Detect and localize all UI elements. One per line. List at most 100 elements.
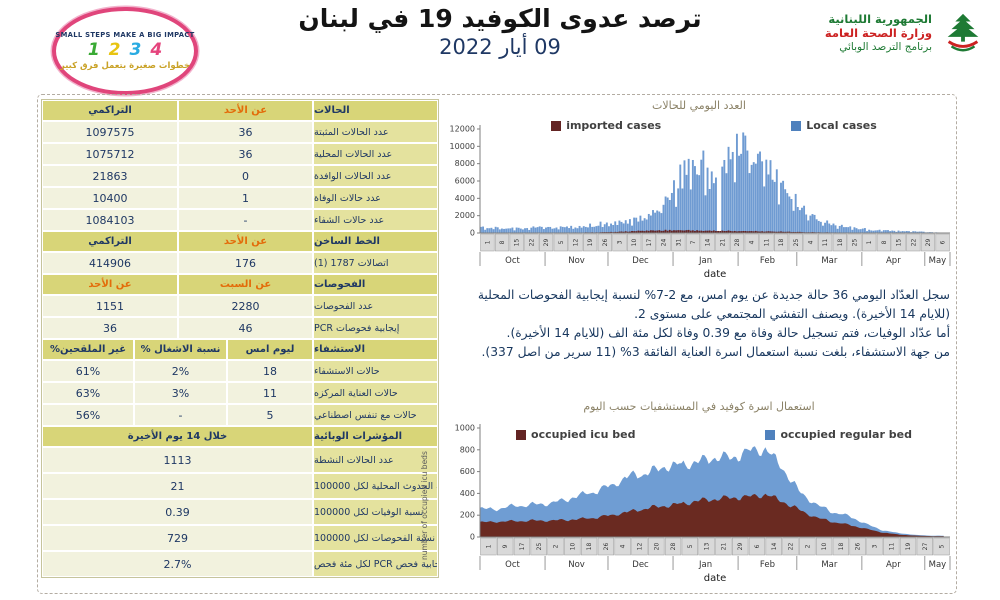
svg-text:10000: 10000 [450, 142, 475, 151]
svg-text:6: 6 [940, 240, 947, 244]
table-row: 1084103- عدد حالات الشفاء [42, 209, 438, 231]
svg-text:2000: 2000 [455, 211, 475, 220]
svg-text:12000: 12000 [450, 125, 475, 134]
row-value: 1113 [42, 447, 313, 473]
svg-text:27: 27 [922, 543, 929, 551]
row-value: 46 [178, 317, 313, 339]
svg-text:18: 18 [838, 543, 845, 551]
row-value: - [178, 209, 313, 231]
badge-4: 4 [150, 40, 163, 60]
row-label: نسبة الفحوصات لكل 100000 [313, 525, 438, 551]
summary-line-1: سجل العدّاد اليومي 36 حالة جديدة عن يوم … [477, 288, 950, 322]
section-header-hotline: التراكمي عن الأحد الخط الساخن [42, 231, 438, 252]
svg-text:1: 1 [485, 544, 492, 548]
svg-text:25: 25 [793, 239, 800, 247]
row-value: 3% [134, 382, 227, 404]
section-header-hospitalization: %غير الملقحين% نسبة الاشغال ليوم امس الاست… [42, 339, 438, 360]
svg-text:800: 800 [460, 445, 475, 454]
svg-text:Jan: Jan [698, 256, 712, 266]
page-title: ترصد عدوى الكوفيد 19 في لبنان [298, 4, 702, 33]
content-frame [37, 94, 957, 594]
daily-cases-legend: imported cases Local cases [470, 119, 958, 132]
header-cell: عن الأحد [178, 231, 313, 252]
row-value: 18 [227, 360, 313, 382]
svg-text:Mar: Mar [821, 256, 838, 266]
svg-text:1: 1 [866, 240, 873, 244]
table-row: 56% -5 حالات مع تنفس اصطناعي [42, 404, 438, 426]
svg-text:22: 22 [910, 239, 917, 247]
header-cell: التراكمي [42, 100, 178, 121]
row-label: عدد الفحوصات [313, 295, 438, 317]
svg-text:May: May [929, 560, 947, 570]
svg-text:3: 3 [871, 544, 878, 548]
svg-text:7: 7 [690, 240, 697, 244]
svg-text:200: 200 [460, 511, 475, 520]
svg-text:8: 8 [881, 240, 888, 244]
header-cell: الخط الساخن [313, 231, 438, 252]
svg-text:2: 2 [804, 544, 811, 548]
svg-text:22: 22 [528, 239, 535, 247]
beds-y-axis-label: number of occupied icu beds [420, 451, 429, 560]
imported-cases-swatch [551, 120, 562, 131]
row-value: 1097575 [42, 121, 178, 143]
row-value: 176 [178, 252, 313, 274]
table-row: 1113 عدد الحالات النشطة [42, 447, 438, 473]
row-label: حالات العناية المركزه [313, 382, 438, 404]
svg-text:Dec: Dec [632, 256, 649, 266]
moph-line3: برنامج الترصد الوبائي [839, 40, 932, 53]
legend-local-label: Local cases [806, 119, 877, 132]
row-value: 1084103 [42, 209, 178, 231]
svg-text:5: 5 [687, 544, 694, 548]
svg-text:date: date [704, 573, 727, 584]
svg-text:Feb: Feb [760, 560, 775, 570]
svg-text:29: 29 [925, 239, 932, 247]
daily-cases-chart: العدد اليومي للحالات imported cases Loca… [440, 97, 958, 285]
legend-imported-label: imported cases [566, 119, 662, 132]
row-label: إيجابية فحص PCR لكل مئة فحص [313, 551, 438, 577]
svg-text:11: 11 [888, 543, 895, 551]
row-label: عدد الحالات المثبتة [313, 121, 438, 143]
row-value: 414906 [42, 252, 178, 274]
svg-text:14: 14 [771, 543, 778, 551]
svg-text:Jan: Jan [698, 560, 712, 570]
svg-text:17: 17 [646, 239, 653, 247]
svg-text:26: 26 [855, 543, 862, 551]
legend-icu-bed: occupied icu bed [516, 428, 635, 441]
logo-slogan-en: SMALL STEPS MAKE A BIG IMPACT [55, 31, 195, 39]
table-row: 729 نسبة الفحوصات لكل 100000 [42, 525, 438, 551]
svg-text:date: date [704, 269, 727, 280]
svg-text:19: 19 [587, 239, 594, 247]
moph-line1: الجمهورية اللبنانية [828, 12, 932, 27]
svg-text:Feb: Feb [760, 256, 775, 266]
svg-text:10: 10 [569, 543, 576, 551]
table-row: 36 46 إيجابية فحوصات PCR [42, 317, 438, 339]
logo-slogan-ar: خطوات صغيرة بتعمل فرق كبير [59, 61, 191, 71]
regular-bed-swatch [765, 429, 776, 440]
svg-text:28: 28 [670, 543, 677, 551]
moph-line2: وزارة الصحة العامة [824, 26, 932, 41]
svg-text:Apr: Apr [886, 560, 901, 570]
svg-text:18: 18 [778, 239, 785, 247]
summary-text: سجل العدّاد اليومي 36 حالة جديدة عن يوم … [448, 286, 950, 362]
table-row: 61% 2% 18 حالات الاستشفاء [42, 360, 438, 382]
badge-1: 1 [87, 40, 100, 60]
row-label: اتصالات 1787 (1) [313, 252, 438, 274]
table-row: 1075712 36 عدد الحالات المحلية [42, 143, 438, 165]
header-cell: خلال 14 يوم الأخيرة [42, 426, 313, 447]
svg-text:3: 3 [617, 240, 624, 244]
svg-text:10: 10 [821, 543, 828, 551]
row-label: نسبة الوفيات لكل 100000 [313, 499, 438, 525]
row-label: حالات مع تنفس اصطناعي [313, 404, 438, 426]
svg-text:24: 24 [661, 239, 668, 247]
row-value: 11 [227, 382, 313, 404]
moph-text: الجمهورية اللبنانية وزارة الصحة العامة ب… [825, 12, 932, 54]
svg-text:26: 26 [603, 543, 610, 551]
svg-text:17: 17 [519, 543, 526, 551]
table-row: 10400 1 عدد حالات الوفاة [42, 187, 438, 209]
statistics-table: التراكمي عن الأحد الحالات 1097575 36 عدد الحا… [41, 99, 439, 578]
row-value: 56% [42, 404, 134, 426]
section-header-tests: عن الأحد عن السبت الفحوصات [42, 274, 438, 295]
summary-line-2: أما عدّاد الوفيات، فتم تسجيل حالة وفاة م… [506, 326, 950, 341]
moph-logo: الجمهورية اللبنانية وزارة الصحة العامة ب… [825, 10, 986, 56]
